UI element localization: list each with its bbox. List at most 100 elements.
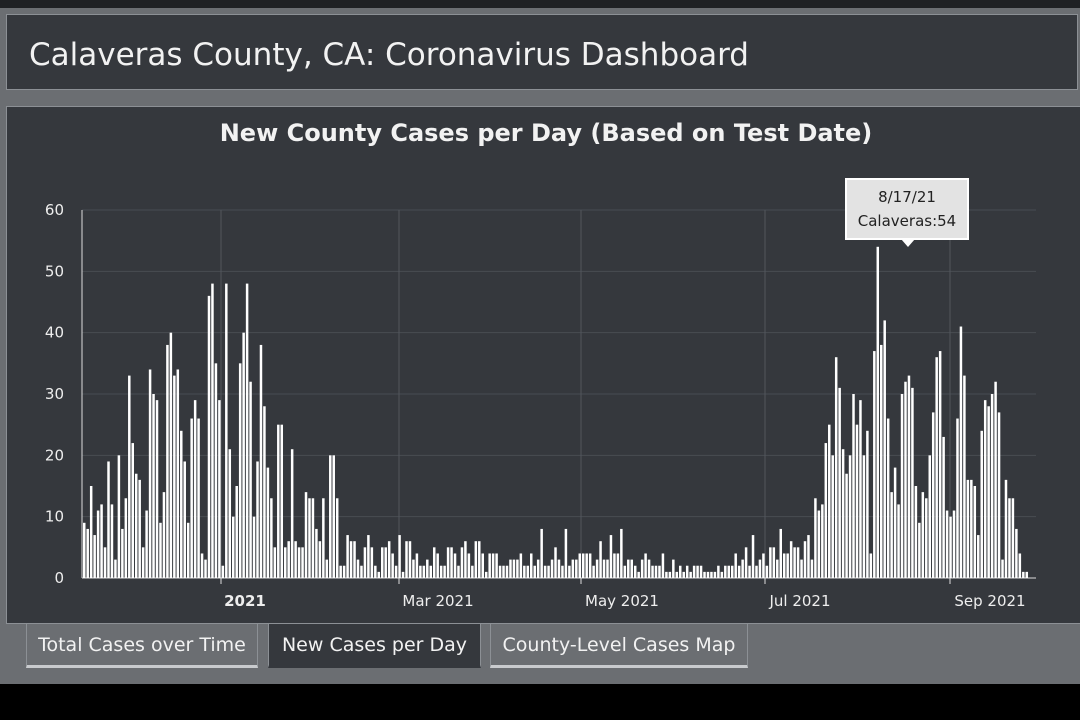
- bar[interactable]: [696, 565, 699, 578]
- bar[interactable]: [405, 541, 408, 578]
- bar[interactable]: [966, 479, 970, 578]
- bar[interactable]: [616, 553, 620, 578]
- bar[interactable]: [717, 565, 720, 578]
- bar[interactable]: [89, 486, 93, 578]
- bar[interactable]: [540, 528, 543, 578]
- bar[interactable]: [602, 559, 606, 578]
- bar[interactable]: [225, 283, 228, 578]
- bar[interactable]: [245, 283, 249, 578]
- bar[interactable]: [890, 492, 893, 578]
- bar[interactable]: [152, 394, 155, 578]
- bar[interactable]: [1011, 498, 1015, 578]
- bar[interactable]: [432, 547, 436, 578]
- bar[interactable]: [439, 565, 443, 578]
- bar[interactable]: [970, 479, 973, 578]
- bar[interactable]: [325, 559, 329, 578]
- bar[interactable]: [252, 516, 256, 578]
- bar[interactable]: [103, 547, 107, 578]
- bar[interactable]: [561, 565, 564, 578]
- bar[interactable]: [640, 559, 644, 578]
- bar[interactable]: [568, 565, 571, 578]
- bar[interactable]: [374, 565, 377, 578]
- bar[interactable]: [124, 498, 128, 578]
- bar[interactable]: [921, 492, 925, 578]
- bar[interactable]: [426, 559, 429, 578]
- bar[interactable]: [897, 504, 900, 578]
- bar[interactable]: [315, 528, 318, 578]
- bar[interactable]: [318, 541, 322, 578]
- bar[interactable]: [959, 326, 963, 578]
- bar[interactable]: [848, 455, 852, 578]
- bar[interactable]: [270, 498, 273, 578]
- bar[interactable]: [238, 363, 242, 578]
- bar[interactable]: [121, 528, 124, 578]
- bar[interactable]: [925, 498, 928, 578]
- bar[interactable]: [363, 547, 367, 578]
- bar[interactable]: [866, 430, 869, 578]
- bar[interactable]: [283, 547, 287, 578]
- bar[interactable]: [162, 492, 166, 578]
- bar[interactable]: [682, 571, 685, 578]
- bar[interactable]: [256, 461, 259, 578]
- bar[interactable]: [637, 571, 640, 578]
- bar[interactable]: [197, 418, 200, 578]
- bar[interactable]: [980, 430, 983, 578]
- bar[interactable]: [873, 351, 876, 578]
- bar[interactable]: [536, 559, 540, 578]
- bar[interactable]: [287, 541, 290, 578]
- bar[interactable]: [935, 357, 938, 578]
- bar[interactable]: [176, 369, 180, 578]
- bar[interactable]: [450, 547, 453, 578]
- bar[interactable]: [672, 559, 675, 578]
- bar[interactable]: [453, 553, 457, 578]
- bar[interactable]: [516, 559, 519, 578]
- bar[interactable]: [841, 449, 845, 578]
- bar[interactable]: [1022, 571, 1025, 578]
- bar[interactable]: [145, 510, 148, 578]
- bar[interactable]: [824, 443, 828, 578]
- bar[interactable]: [821, 504, 824, 578]
- bar[interactable]: [828, 424, 831, 578]
- bar[interactable]: [526, 565, 530, 578]
- bar[interactable]: [606, 559, 609, 578]
- bar[interactable]: [543, 565, 547, 578]
- bar[interactable]: [273, 547, 277, 578]
- bar[interactable]: [727, 565, 731, 578]
- bar[interactable]: [706, 571, 710, 578]
- bar[interactable]: [665, 571, 668, 578]
- bar[interactable]: [242, 332, 245, 578]
- bar[interactable]: [502, 565, 505, 578]
- bar[interactable]: [758, 559, 762, 578]
- bar[interactable]: [290, 449, 294, 578]
- tab-cases-map[interactable]: County-Level Cases Map: [490, 624, 748, 668]
- bar[interactable]: [852, 394, 855, 578]
- bar[interactable]: [557, 559, 561, 578]
- bar[interactable]: [994, 381, 997, 578]
- bar[interactable]: [803, 541, 807, 578]
- bar[interactable]: [588, 553, 592, 578]
- bar[interactable]: [249, 381, 252, 578]
- bar[interactable]: [751, 535, 755, 578]
- bar[interactable]: [134, 473, 138, 578]
- bar[interactable]: [419, 565, 422, 578]
- bar[interactable]: [155, 400, 159, 578]
- bar[interactable]: [294, 541, 297, 578]
- bar[interactable]: [200, 553, 204, 578]
- bar[interactable]: [204, 559, 207, 578]
- bar[interactable]: [741, 559, 744, 578]
- bar[interactable]: [661, 553, 665, 578]
- bar[interactable]: [214, 363, 218, 578]
- bar[interactable]: [911, 387, 914, 578]
- bar[interactable]: [381, 547, 384, 578]
- bar[interactable]: [384, 547, 387, 578]
- bar[interactable]: [481, 553, 484, 578]
- bar[interactable]: [789, 541, 793, 578]
- bar[interactable]: [280, 424, 284, 578]
- bar[interactable]: [498, 565, 502, 578]
- bar[interactable]: [401, 571, 405, 578]
- bar[interactable]: [128, 375, 131, 578]
- bar[interactable]: [96, 510, 100, 578]
- bar[interactable]: [855, 424, 859, 578]
- bar[interactable]: [592, 565, 595, 578]
- bar[interactable]: [335, 498, 339, 578]
